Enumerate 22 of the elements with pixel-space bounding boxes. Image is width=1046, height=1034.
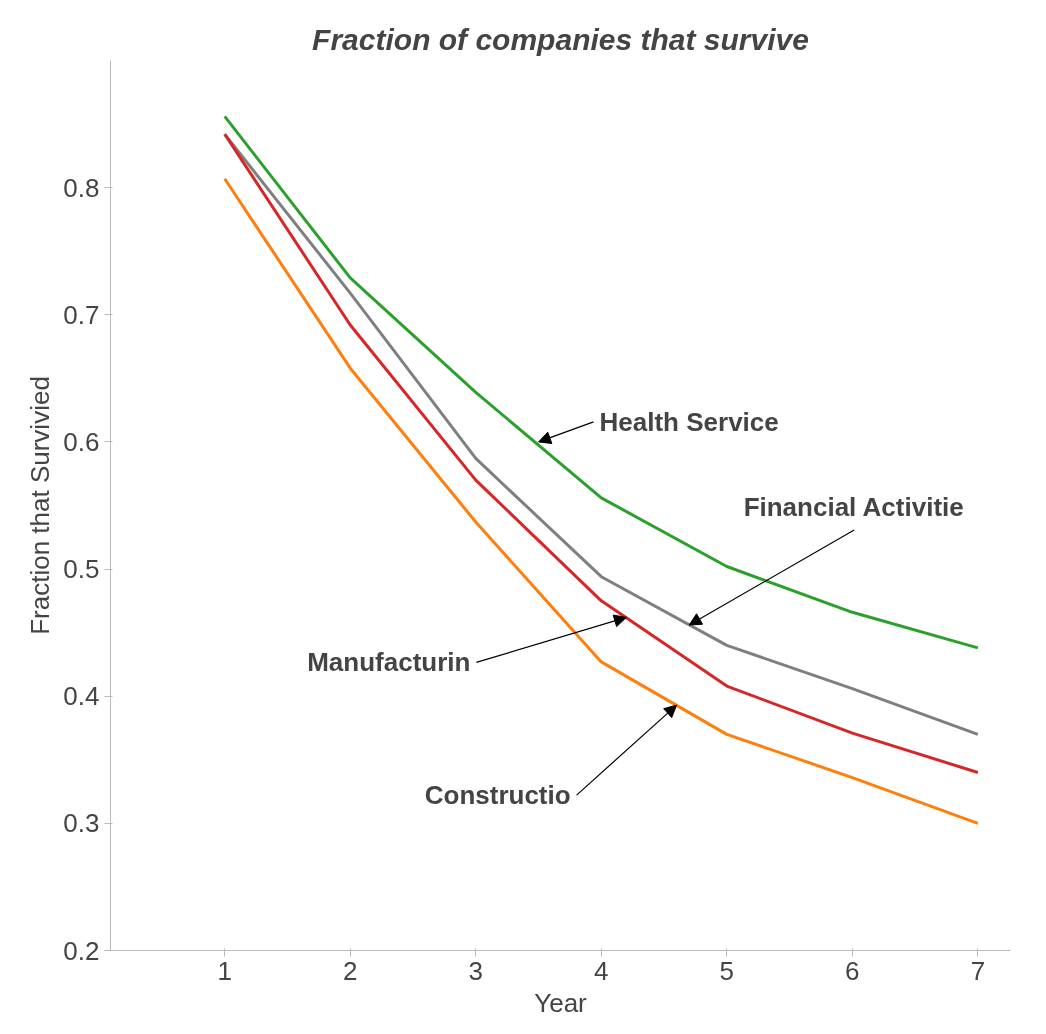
line-series [223,114,980,650]
chart-title: Fraction of companies that survive [312,22,809,56]
annotation: Manufacturin [307,647,471,678]
y-tick-label: 0.7 [63,299,100,330]
y-tick-label: 0.5 [63,554,100,585]
annotation: Health Service [599,406,779,437]
x-tick-label: 2 [343,955,358,986]
x-tick-label: 3 [468,955,484,986]
annotation: Financial Activitie [743,492,964,523]
x-axis-title: Year [534,987,588,1018]
annotation: Constructio [424,780,571,811]
y-tick-label: 0.6 [63,426,100,457]
x-tick-label: 6 [845,955,860,986]
x-tick-label: 7 [970,955,986,986]
y-tick-label: 0.4 [63,681,100,712]
x-tick-label: 1 [217,955,232,986]
y-tick-label: 0.2 [63,935,100,966]
x-tick-label: 4 [594,955,609,986]
x-tick-label: 5 [719,955,735,986]
y-axis-title: Fraction that Survivied [25,376,56,635]
y-tick-label: 0.8 [63,172,100,203]
y-tick-label: 0.3 [63,808,100,839]
